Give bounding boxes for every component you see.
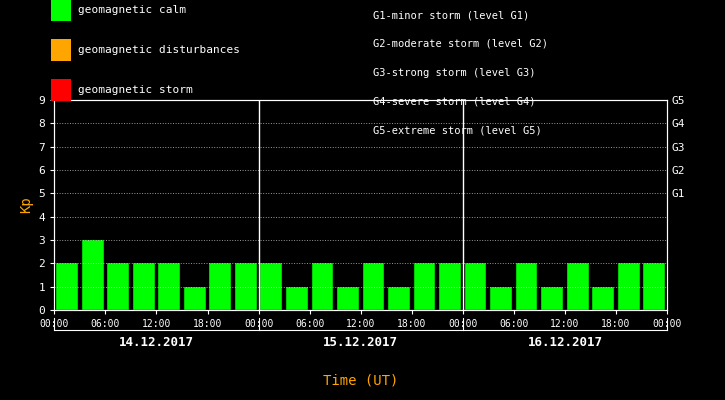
Bar (439, 263, 461, 310)
Text: G3-strong storm (level G3): G3-strong storm (level G3) (373, 68, 536, 78)
Text: geomagnetic storm: geomagnetic storm (78, 85, 193, 95)
Bar (592, 287, 614, 310)
Text: G4-severe storm (level G4): G4-severe storm (level G4) (373, 96, 536, 106)
Bar (388, 287, 410, 310)
Text: 14.12.2017: 14.12.2017 (119, 336, 194, 348)
Bar (312, 263, 334, 310)
Bar (286, 287, 307, 310)
Bar (465, 263, 486, 310)
Bar (133, 263, 154, 310)
Bar (184, 287, 206, 310)
Bar (542, 287, 563, 310)
Bar (82, 240, 104, 310)
Text: Time (UT): Time (UT) (323, 374, 398, 388)
Text: geomagnetic disturbances: geomagnetic disturbances (78, 45, 240, 55)
Bar (337, 287, 359, 310)
Bar (107, 263, 129, 310)
Bar (57, 263, 78, 310)
Text: G1-minor storm (level G1): G1-minor storm (level G1) (373, 10, 530, 20)
Bar (643, 263, 665, 310)
Bar (260, 263, 282, 310)
Text: geomagnetic calm: geomagnetic calm (78, 5, 186, 15)
Bar (414, 263, 435, 310)
Y-axis label: Kp: Kp (19, 197, 33, 213)
Text: 15.12.2017: 15.12.2017 (323, 336, 398, 348)
Bar (490, 287, 512, 310)
Bar (515, 263, 537, 310)
Bar (235, 263, 257, 310)
Bar (567, 263, 589, 310)
Text: 16.12.2017: 16.12.2017 (527, 336, 602, 348)
Bar (362, 263, 384, 310)
Text: G2-moderate storm (level G2): G2-moderate storm (level G2) (373, 39, 548, 49)
Bar (618, 263, 639, 310)
Bar (158, 263, 180, 310)
Bar (210, 263, 231, 310)
Text: G5-extreme storm (level G5): G5-extreme storm (level G5) (373, 125, 542, 135)
